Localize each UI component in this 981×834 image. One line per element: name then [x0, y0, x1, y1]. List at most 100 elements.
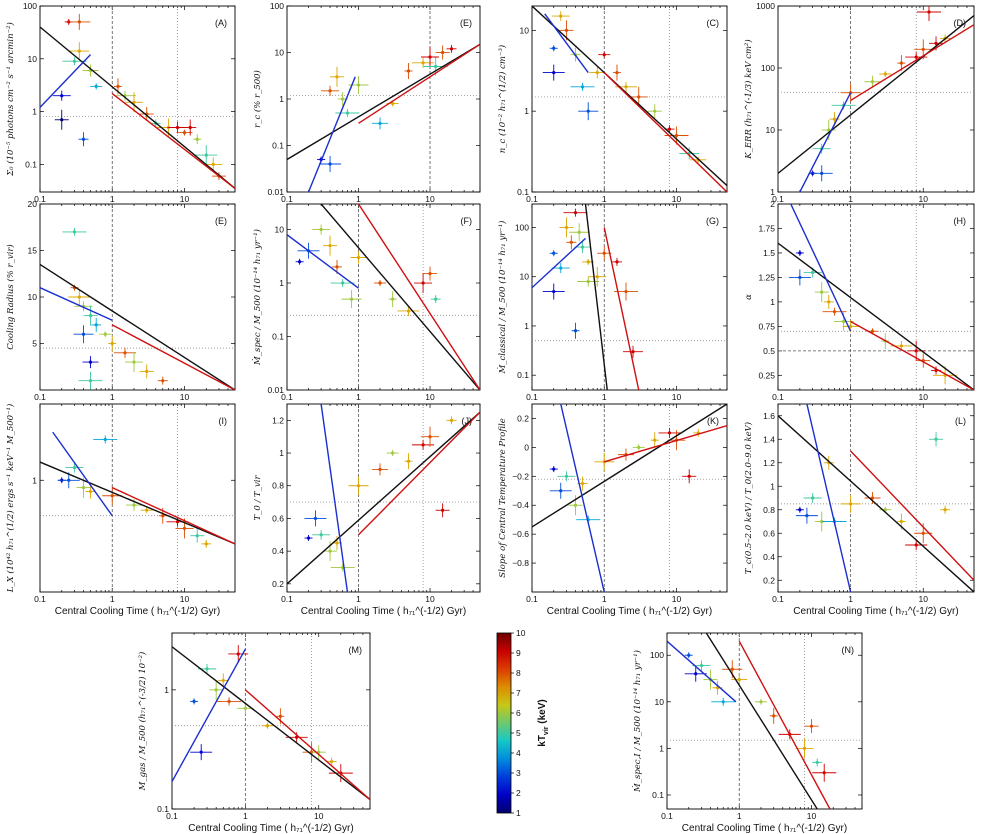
- point-marker: [737, 677, 741, 682]
- panel-5: 0.1 1 10 5 10 15 20 (E) Cooling Radius (% r_vir): [5, 199, 236, 402]
- plot-frame: [777, 203, 975, 391]
- data-point: [549, 45, 558, 52]
- x-tick-label: 0.1: [661, 811, 673, 821]
- data-point: [879, 71, 892, 78]
- y-tick-label: 1.6: [763, 411, 775, 421]
- fit-line: [604, 425, 727, 463]
- point-marker: [199, 750, 203, 754]
- data-point: [578, 102, 599, 121]
- data-point: [679, 147, 700, 160]
- data-point: [551, 11, 570, 22]
- colorbar-tick-label: 6: [516, 708, 521, 718]
- fit-line: [778, 242, 974, 390]
- fit-line: [850, 320, 974, 390]
- fit-line: [172, 646, 370, 801]
- y-tick-label: 10: [520, 272, 530, 282]
- data-point: [916, 353, 931, 368]
- point-marker: [899, 61, 903, 65]
- data-point: [568, 495, 583, 516]
- point-marker: [328, 244, 332, 248]
- x-axis-label: Central Cooling Time ( h₇₁^(-1/2) Gyr): [188, 823, 353, 834]
- colorbar-tick-label: 8: [516, 668, 521, 678]
- fit-line: [307, 76, 356, 192]
- data-point: [91, 317, 102, 332]
- point-marker: [802, 746, 807, 750]
- data-point: [193, 134, 202, 145]
- point-marker: [204, 153, 208, 157]
- y-tick-label: 1: [279, 94, 284, 104]
- fit-line: [111, 324, 235, 390]
- data-point: [311, 745, 326, 760]
- data-point: [78, 371, 103, 390]
- x-tick-label: 1: [602, 194, 607, 204]
- point-marker: [934, 437, 938, 441]
- data-point: [195, 145, 218, 166]
- x-tick-label: 0.1: [772, 392, 784, 402]
- data-point: [350, 251, 367, 264]
- point-marker: [123, 351, 127, 355]
- point-marker: [870, 496, 875, 500]
- point-marker: [586, 279, 590, 284]
- point-marker: [870, 80, 875, 84]
- point-marker: [615, 260, 619, 264]
- colorbar-tick-label: 1: [516, 808, 521, 818]
- data-point: [611, 257, 622, 266]
- plot-frame: [531, 203, 728, 391]
- y-tick-label: 20: [28, 199, 38, 209]
- point-marker: [94, 323, 98, 327]
- y-tick-label: 10: [766, 125, 776, 135]
- point-marker: [699, 663, 704, 668]
- y-axis-label: Ṁ_spec / M_500 (10⁻¹⁴ h₇₁ yr⁻¹): [251, 229, 263, 366]
- point-marker: [319, 533, 323, 537]
- data-point: [209, 679, 224, 700]
- point-marker: [391, 101, 395, 106]
- point-marker: [227, 699, 231, 703]
- point-marker: [81, 137, 86, 141]
- data-point: [589, 66, 606, 79]
- point-marker: [914, 543, 918, 547]
- x-tick-label: 1: [737, 811, 742, 821]
- fit-line: [584, 204, 608, 390]
- x-axis-label: Central Cooling Time ( h₇₁^(-1/2) Gyr): [547, 606, 712, 617]
- data-point: [85, 484, 96, 499]
- data-point: [542, 283, 565, 300]
- point-marker: [573, 503, 578, 507]
- y-tick-label: 1: [770, 187, 775, 197]
- fit-line: [850, 24, 974, 102]
- point-marker: [88, 379, 93, 383]
- panel-label: (H): [954, 216, 967, 226]
- point-marker: [132, 503, 136, 507]
- point-marker: [88, 489, 93, 494]
- point-marker: [356, 484, 361, 488]
- point-marker: [328, 162, 332, 166]
- data-point: [218, 673, 229, 688]
- point-marker: [310, 750, 314, 754]
- data-point: [754, 698, 767, 705]
- point-marker: [615, 70, 619, 75]
- point-marker: [653, 438, 657, 442]
- point-marker: [841, 319, 846, 324]
- point-marker: [730, 667, 734, 671]
- data-point: [175, 518, 194, 539]
- data-point: [446, 416, 457, 425]
- point-marker: [564, 225, 569, 230]
- point-marker: [624, 289, 628, 294]
- data-point: [897, 55, 906, 72]
- point-marker: [798, 275, 802, 280]
- point-marker: [586, 109, 590, 113]
- point-marker: [927, 10, 931, 14]
- panel-label: (E): [215, 216, 227, 226]
- data-point: [397, 305, 420, 316]
- y-tick-label: −0.6: [512, 529, 529, 539]
- point-marker: [580, 245, 585, 249]
- y-tick-label: 1.5: [763, 248, 775, 258]
- y-axis-label: L_X (10⁴² h₇₁^(1/2) ergs s⁻¹ keV⁻¹ M_500…: [5, 404, 16, 594]
- point-marker: [721, 700, 725, 704]
- fit-line: [532, 237, 586, 289]
- data-point: [414, 273, 433, 294]
- data-point: [864, 75, 881, 88]
- colorbar-title-sub: vir: [543, 726, 550, 735]
- fit-line: [738, 640, 831, 809]
